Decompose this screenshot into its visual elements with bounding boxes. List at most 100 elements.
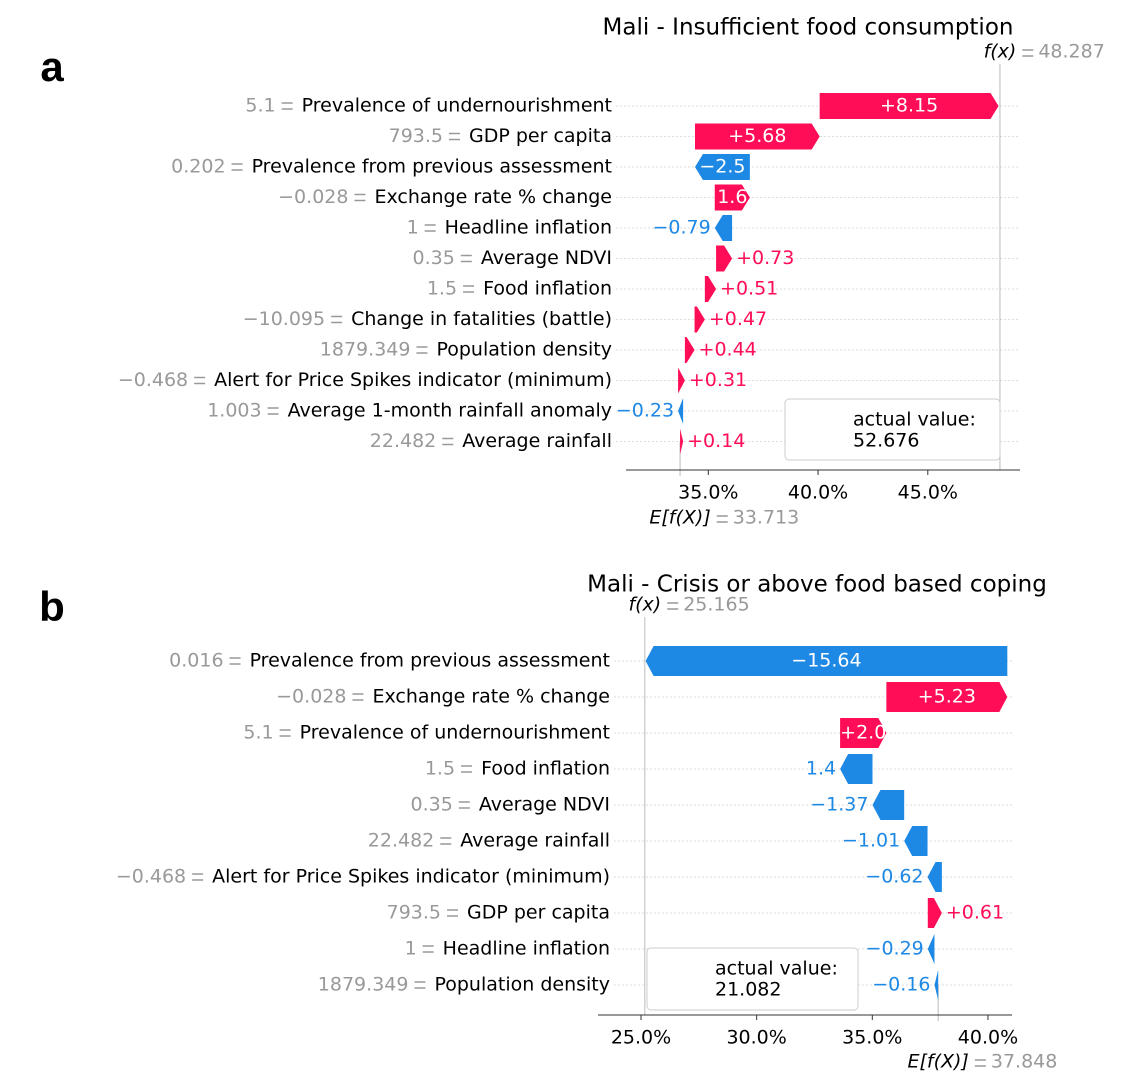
base-label: E[f(X)] (907, 1051, 968, 1073)
fx-label: f(x) (628, 594, 661, 616)
feature-value: −0.028 (278, 186, 348, 208)
feature-name: Average NDVI (479, 794, 610, 816)
bar (927, 898, 942, 928)
value-label: +5.68 (728, 125, 786, 147)
x-tick-label: 35.0% (678, 482, 738, 504)
value-label: +0.51 (720, 278, 778, 300)
bar (645, 646, 1008, 676)
feature-value: 1 (407, 217, 419, 239)
bar (694, 123, 820, 150)
feature-value: 793.5 (389, 125, 443, 147)
feature-name: Average rainfall (460, 830, 610, 852)
bar (904, 826, 928, 856)
value-label: +0.73 (736, 247, 794, 269)
feature-value: −0.028 (276, 686, 346, 708)
fx-label-value: 48.287 (1038, 41, 1104, 63)
value-label: +0.31 (689, 369, 747, 391)
value-label: −0.29 (866, 938, 924, 960)
feature-name: GDP per capita (469, 125, 612, 147)
feature-value: 0.35 (413, 247, 455, 269)
feature-name: Prevalence of undernourishment (302, 95, 612, 117)
x-tick-label: 30.0% (726, 1027, 786, 1049)
value-label: +0.14 (687, 430, 745, 452)
feature-value: 1 (405, 938, 417, 960)
bar (840, 754, 873, 784)
feature-value: −10.095 (243, 308, 325, 330)
x-tick-label: 40.0% (958, 1027, 1018, 1049)
annotation-label: actual value: (853, 409, 976, 431)
fx-label: f(x) (984, 41, 1017, 63)
feature-name: Average 1-month rainfall anomaly (288, 400, 612, 422)
value-label: −0.16 (872, 974, 930, 996)
annotation-box (784, 398, 1001, 461)
bar (680, 428, 684, 455)
annotation-value: 21.082 (715, 979, 781, 1001)
feature-name: Exchange rate % change (374, 186, 612, 208)
feature-name: Population density (434, 974, 610, 996)
bar (678, 367, 685, 394)
bar (840, 718, 887, 748)
feature-value: 5.1 (243, 722, 273, 744)
value-label: +8.15 (880, 95, 938, 117)
feature-value: 0.202 (171, 156, 225, 178)
feature-value: 1879.349 (320, 339, 411, 361)
bar (934, 970, 939, 1000)
feature-value: 1879.349 (318, 974, 409, 996)
feature-value: 5.1 (245, 95, 275, 117)
chart-title: Mali - Crisis or above food based coping (587, 572, 1047, 598)
feature-name: Prevalence from previous assessment (250, 650, 610, 672)
bar (927, 862, 942, 892)
value-label: −0.79 (653, 217, 711, 239)
feature-name: Change in fatalities (battle) (351, 308, 612, 330)
feature-name: Prevalence of undernourishment (300, 722, 610, 744)
bar (886, 682, 1008, 712)
bar (819, 93, 999, 119)
bar (694, 154, 750, 180)
bar (927, 934, 935, 964)
annotation-box (646, 947, 859, 1011)
feature-value: −0.468 (118, 369, 188, 391)
annotation-value: 52.676 (853, 430, 919, 452)
feature-name: GDP per capita (467, 902, 610, 924)
x-tick-label: 45.0% (898, 482, 958, 504)
feature-name: Headline inflation (443, 938, 610, 960)
base-label-value: 37.848 (991, 1051, 1057, 1073)
feature-name: Alert for Price Spikes indicator (minimu… (214, 369, 612, 391)
value-label: 1.4 (806, 758, 836, 780)
value-label: +0.47 (709, 308, 767, 330)
x-tick-label: 25.0% (611, 1027, 671, 1049)
bar (714, 184, 750, 211)
value-label: +5.23 (918, 686, 976, 708)
feature-name: Average rainfall (462, 430, 612, 452)
bar (714, 215, 733, 241)
bar (872, 790, 905, 820)
base-label-value: 33.713 (733, 507, 799, 529)
chart-title: Mali - Insufficient food consumption (603, 15, 1014, 41)
feature-value: 1.5 (425, 758, 455, 780)
base-label: E[f(X)] (649, 507, 710, 529)
annotation-label: actual value: (715, 958, 838, 980)
value-label: −15.64 (791, 650, 861, 672)
value-label: −1.01 (842, 830, 900, 852)
feature-name: Prevalence from previous assessment (252, 156, 612, 178)
feature-name: Population density (436, 339, 612, 361)
feature-value: −0.468 (116, 866, 186, 888)
feature-name: Food inflation (481, 758, 610, 780)
value-label: −1.37 (810, 794, 868, 816)
value-label: 1.6 (717, 186, 747, 208)
x-tick-label: 35.0% (842, 1027, 902, 1049)
feature-value: 793.5 (387, 902, 441, 924)
value-label: +0.44 (699, 339, 757, 361)
bar (678, 398, 684, 424)
feature-name: Food inflation (483, 278, 612, 300)
feature-value: 1.003 (207, 400, 261, 422)
value-label: +0.61 (946, 902, 1004, 924)
bar (684, 337, 695, 363)
panel-label: b (39, 583, 65, 630)
value-label: −0.23 (616, 400, 674, 422)
fx-label-value: 25.165 (683, 594, 749, 616)
bar (704, 276, 717, 302)
feature-value: 1.5 (427, 278, 457, 300)
feature-value: 0.016 (169, 650, 223, 672)
